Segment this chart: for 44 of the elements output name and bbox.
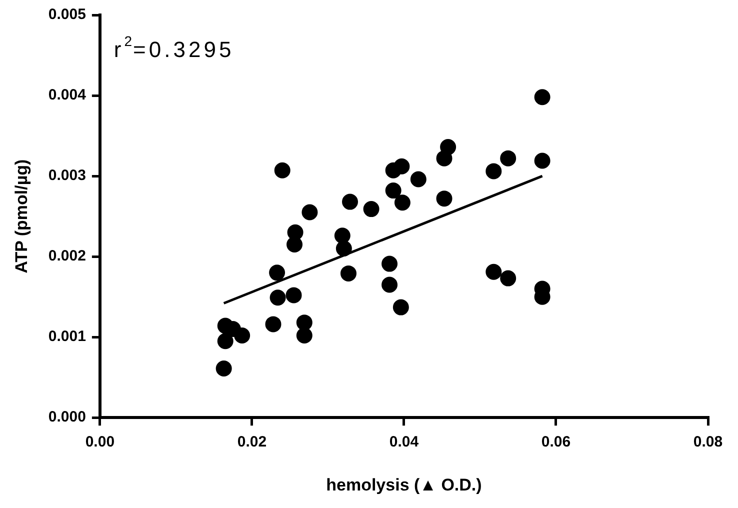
point bbox=[534, 89, 550, 106]
point bbox=[363, 201, 380, 218]
point bbox=[334, 228, 350, 244]
point bbox=[394, 158, 410, 174]
point bbox=[269, 264, 286, 281]
x-tick-label: 0.04 bbox=[389, 434, 420, 451]
point bbox=[286, 287, 302, 304]
point bbox=[486, 163, 502, 180]
y-tick-label: 0.004 bbox=[48, 86, 87, 104]
point bbox=[500, 270, 516, 286]
point bbox=[216, 360, 232, 376]
y-tick-label: 0.005 bbox=[48, 6, 86, 24]
point bbox=[286, 236, 303, 252]
y-tick-label: 0.002 bbox=[48, 248, 86, 265]
x-tick-label: 0.08 bbox=[693, 434, 723, 451]
point bbox=[410, 171, 426, 188]
point bbox=[440, 139, 456, 156]
point bbox=[336, 240, 352, 257]
point bbox=[382, 256, 398, 272]
point bbox=[274, 162, 290, 178]
point bbox=[392, 299, 409, 316]
point bbox=[296, 327, 312, 344]
point bbox=[340, 265, 356, 282]
x-tick-label: 0.00 bbox=[85, 434, 115, 451]
x-tick-label: 0.02 bbox=[237, 434, 267, 451]
point bbox=[296, 314, 312, 331]
point bbox=[486, 264, 502, 280]
point bbox=[217, 333, 234, 350]
y-tick-label: 0.001 bbox=[48, 328, 86, 346]
point bbox=[534, 152, 550, 169]
x-tick-label: 0.06 bbox=[541, 434, 571, 451]
point bbox=[382, 276, 398, 293]
point bbox=[270, 290, 286, 306]
point bbox=[394, 194, 410, 211]
point bbox=[500, 150, 516, 166]
point bbox=[265, 316, 282, 332]
point bbox=[342, 194, 358, 210]
y-tick-label: 0.003 bbox=[48, 167, 86, 184]
x-axis-title: hemolysis (▲ O.D.) bbox=[326, 475, 482, 494]
point bbox=[302, 204, 318, 220]
y-axis-title: ATP (pmol/µg) bbox=[12, 159, 31, 274]
y-tick-label: 0.000 bbox=[48, 408, 86, 426]
point bbox=[436, 190, 452, 207]
point bbox=[385, 182, 402, 199]
